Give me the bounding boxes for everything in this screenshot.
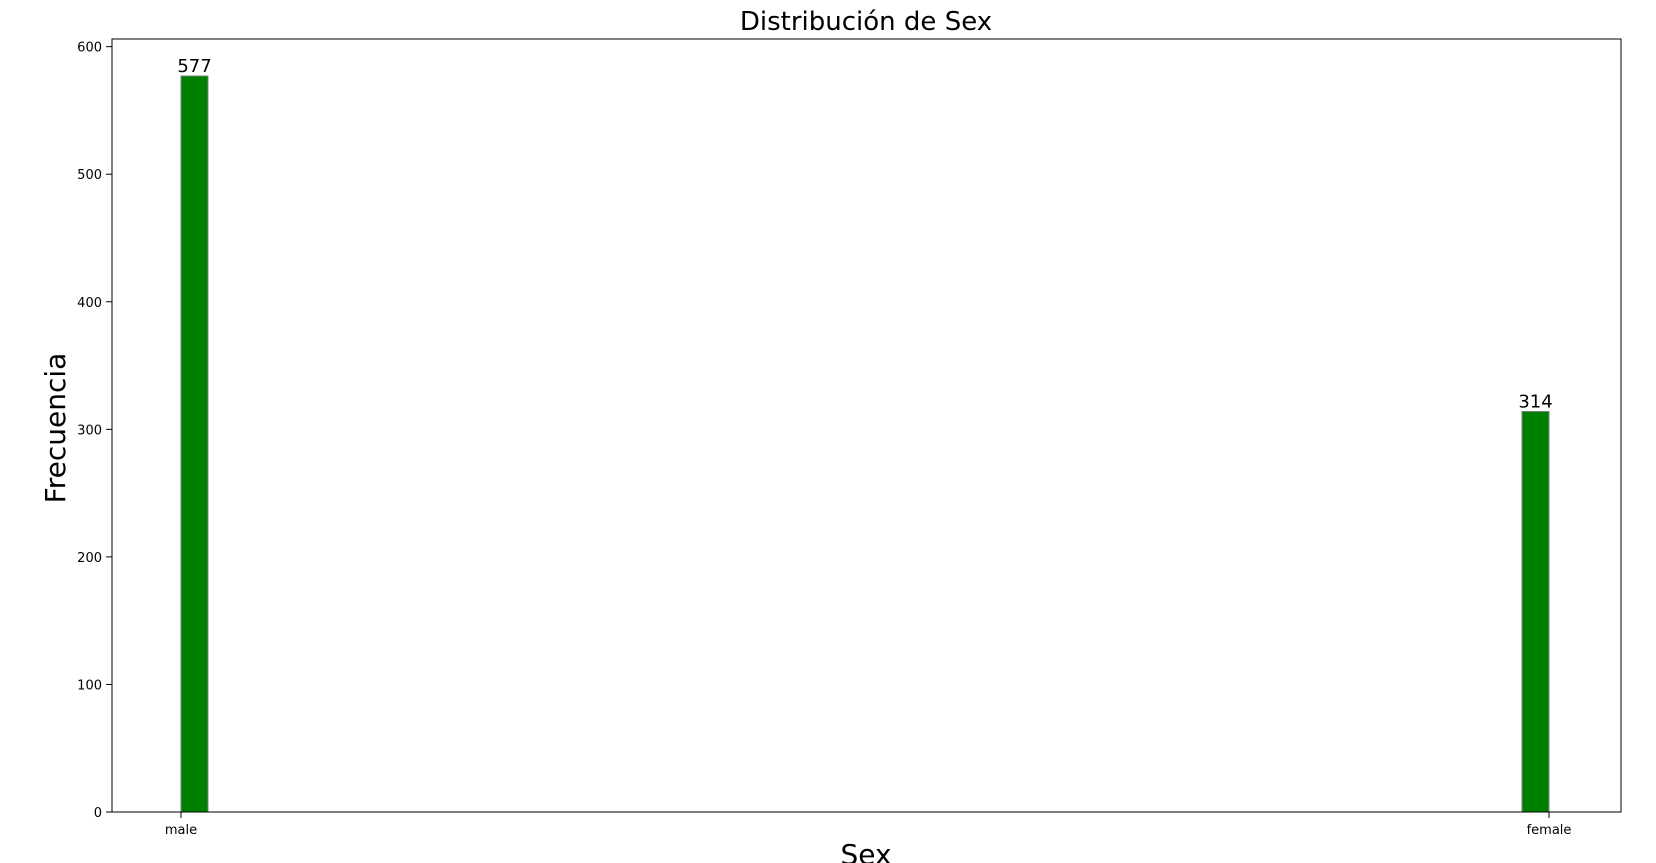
data-label-male: 577 bbox=[177, 56, 211, 77]
chart-title: Distribución de Sex bbox=[740, 7, 992, 37]
x-axis-ticks: male female bbox=[165, 812, 1572, 838]
bars-group bbox=[180, 75, 1550, 813]
y-tick-label: 300 bbox=[77, 423, 102, 438]
y-tick-label: 100 bbox=[77, 678, 102, 693]
x-axis-label: Sex bbox=[840, 838, 891, 863]
y-tick-label: 0 bbox=[94, 806, 102, 821]
bar-data-labels: 577 314 bbox=[177, 56, 1552, 412]
y-axis-label: Frecuencia bbox=[39, 353, 72, 504]
bar-male bbox=[180, 75, 209, 813]
plot-area-frame bbox=[111, 38, 1622, 813]
y-tick-label: 500 bbox=[77, 168, 102, 183]
x-tick-label-male: male bbox=[165, 823, 197, 838]
bar-female bbox=[1521, 410, 1550, 813]
y-axis-ticks: 0 100 200 300 400 500 600 bbox=[77, 41, 112, 821]
y-tick-label: 200 bbox=[77, 551, 102, 566]
y-tick-label: 600 bbox=[77, 41, 102, 56]
y-tick-label: 400 bbox=[77, 296, 102, 311]
x-tick-label-female: female bbox=[1527, 823, 1572, 838]
data-label-female: 314 bbox=[1518, 391, 1552, 412]
